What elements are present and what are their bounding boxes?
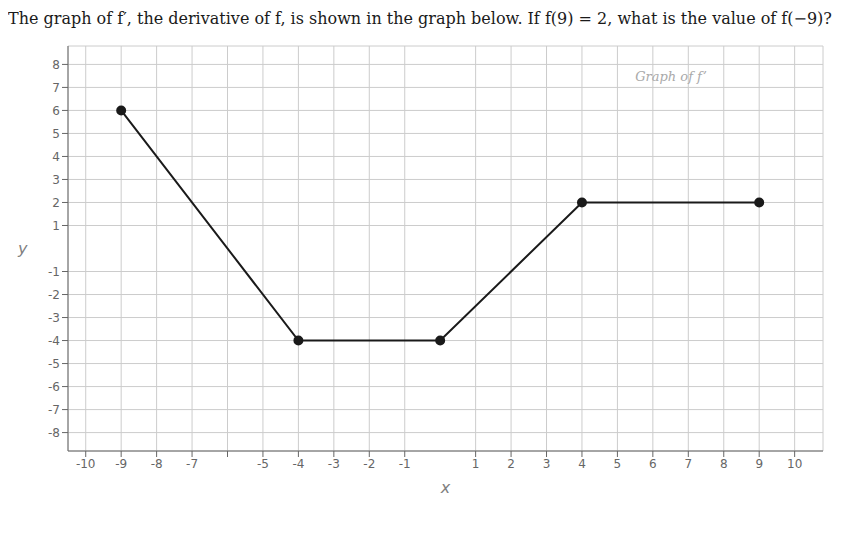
svg-text:y: y xyxy=(17,239,28,258)
svg-text:6: 6 xyxy=(52,104,60,118)
svg-text:3: 3 xyxy=(543,457,551,471)
svg-text:8: 8 xyxy=(52,58,60,72)
html-text:The graph of f′, the derivativ: The graph of f′, the derivative of f, is… xyxy=(8,9,832,28)
svg-text:Graph of f’: Graph of f’ xyxy=(635,69,707,84)
svg-text:7: 7 xyxy=(52,81,60,95)
svg-text:-7: -7 xyxy=(186,457,198,471)
svg-text:1: 1 xyxy=(472,457,480,471)
svg-text:2: 2 xyxy=(52,196,60,210)
svg-text:-2: -2 xyxy=(363,457,375,471)
svg-text:-5: -5 xyxy=(257,457,269,471)
svg-text:-4: -4 xyxy=(48,334,60,348)
svg-text:6: 6 xyxy=(649,457,657,471)
svg-text:3: 3 xyxy=(52,173,60,187)
svg-text:4: 4 xyxy=(578,457,586,471)
svg-text:-6: -6 xyxy=(48,380,60,394)
svg-text:-4: -4 xyxy=(292,457,304,471)
svg-text:1: 1 xyxy=(52,219,60,233)
svg-text:-5: -5 xyxy=(48,357,60,371)
svg-text:4: 4 xyxy=(52,150,60,164)
svg-text:-9: -9 xyxy=(115,457,127,471)
svg-text:-3: -3 xyxy=(328,457,340,471)
svg-text:-1: -1 xyxy=(399,457,411,471)
svg-text:-8: -8 xyxy=(151,457,163,471)
svg-text:-1: -1 xyxy=(48,265,60,279)
svg-text:-7: -7 xyxy=(48,403,60,417)
svg-text:x: x xyxy=(440,478,451,497)
svg-text:-2: -2 xyxy=(48,288,60,302)
svg-text:5: 5 xyxy=(52,127,60,141)
svg-text:-10: -10 xyxy=(76,457,96,471)
svg-text:7: 7 xyxy=(684,457,692,471)
svg-text:10: 10 xyxy=(787,457,802,471)
svg-text:2: 2 xyxy=(507,457,515,471)
svg-text:-3: -3 xyxy=(48,311,60,325)
svg-text:8: 8 xyxy=(720,457,728,471)
svg-text:5: 5 xyxy=(614,457,622,471)
svg-text:9: 9 xyxy=(755,457,763,471)
svg-text:-8: -8 xyxy=(48,426,60,440)
